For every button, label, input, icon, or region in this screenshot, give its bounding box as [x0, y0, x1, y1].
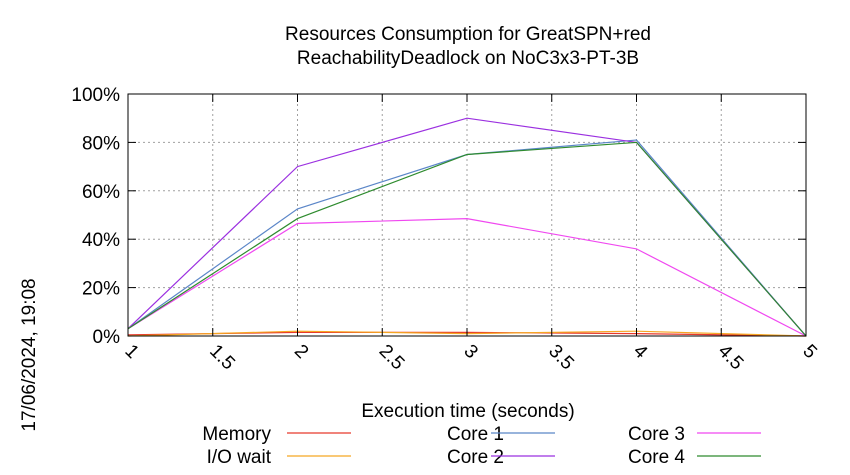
- y-tick-label: 60%: [82, 182, 120, 203]
- y-tick-label: 100%: [71, 85, 120, 106]
- legend-label-core-2: Core 2: [447, 447, 504, 468]
- y-tick-label: 0%: [93, 327, 121, 348]
- chart-title-line-1: Resources Consumption for GreatSPN+red: [285, 24, 651, 45]
- legend-label-core-3: Core 3: [628, 424, 685, 445]
- y-tick-label: 20%: [82, 279, 120, 300]
- x-tick-label: 3: [459, 341, 481, 363]
- x-tick-label: 5: [798, 341, 820, 363]
- chart-title-line-2: ReachabilityDeadlock on NoC3x3-PT-3B: [297, 48, 639, 69]
- timestamp-label: 17/06/2024, 19:08: [19, 278, 40, 431]
- chart-title: Resources Consumption for GreatSPN+red R…: [285, 24, 651, 69]
- series-line-core-4: [127, 141, 807, 337]
- legend-label-core-1: Core 1: [447, 424, 504, 445]
- x-tick-label: 4.5: [714, 341, 748, 375]
- x-tick-label: 2: [290, 341, 312, 363]
- series-line-core-3: [127, 217, 807, 337]
- x-tick-label: 4: [629, 341, 652, 364]
- x-tick-label: 2.5: [375, 341, 409, 375]
- y-tick-label: 80%: [82, 133, 120, 154]
- grid-lines: [128, 94, 806, 336]
- x-axis-label: Execution time (seconds): [361, 401, 574, 422]
- x-tick-label: 3.5: [544, 341, 578, 375]
- y-tick-label: 40%: [82, 230, 120, 251]
- legend-label-memory: Memory: [202, 424, 271, 445]
- axis-ticks: 0% 20% 40% 60% 80% 100% 1 1.5 2 2.5 3 3.5 4 4.5 5: [71, 85, 820, 374]
- x-tick-label: 1: [120, 341, 142, 363]
- legend-label-core-4: Core 4: [628, 447, 685, 468]
- x-tick-label: 1.5: [205, 341, 239, 375]
- legend-label-i-o-wait: I/O wait: [207, 447, 272, 468]
